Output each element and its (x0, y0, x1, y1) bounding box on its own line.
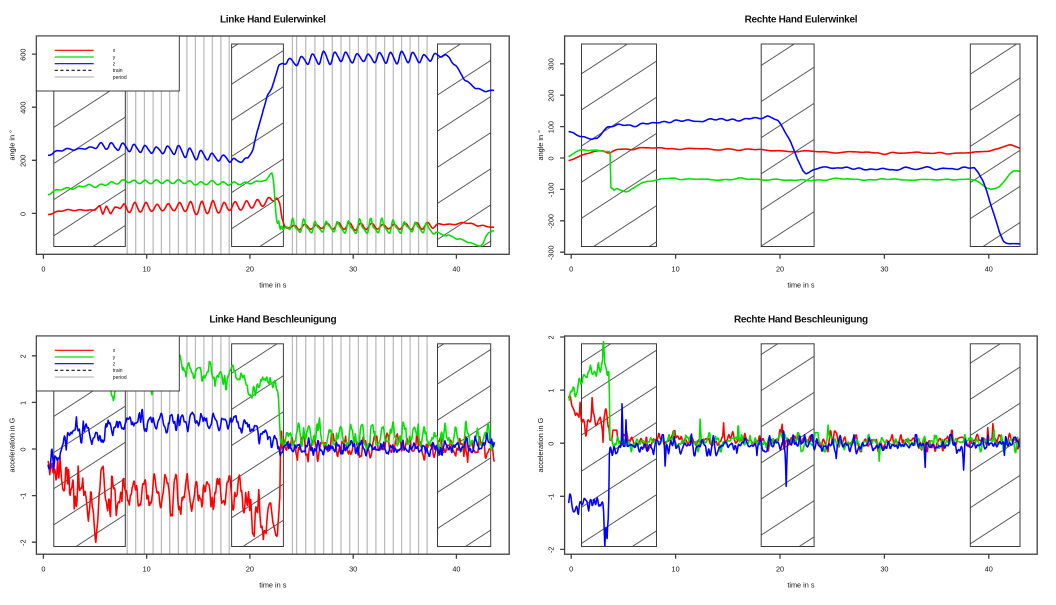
svg-text:1: 1 (18, 401, 27, 405)
svg-text:angle in °: angle in ° (8, 130, 17, 161)
svg-text:600: 600 (18, 49, 27, 61)
svg-text:200: 200 (18, 155, 27, 167)
svg-text:2: 2 (18, 354, 27, 358)
svg-text:20: 20 (246, 264, 254, 273)
svg-text:time in s: time in s (259, 281, 287, 290)
svg-text:y: y (113, 55, 116, 61)
svg-text:x: x (113, 348, 116, 354)
svg-text:0: 0 (569, 564, 573, 573)
svg-text:0: 0 (41, 564, 45, 573)
svg-text:z: z (113, 361, 116, 367)
svg-text:200: 200 (547, 90, 556, 102)
svg-text:20: 20 (776, 264, 784, 273)
svg-text:30: 30 (880, 264, 888, 273)
svg-text:0: 0 (569, 264, 573, 273)
svg-text:0: 0 (41, 264, 45, 273)
svg-text:40: 40 (452, 264, 460, 273)
svg-text:Rechte Hand Eulerwinkel: Rechte Hand Eulerwinkel (745, 14, 858, 25)
svg-text:0: 0 (547, 442, 556, 446)
svg-text:1: 1 (547, 389, 556, 393)
svg-text:0: 0 (18, 447, 27, 451)
svg-text:100: 100 (547, 121, 556, 133)
svg-text:40: 40 (985, 264, 993, 273)
svg-text:2: 2 (547, 335, 556, 339)
svg-text:y: y (113, 355, 116, 361)
svg-text:0: 0 (547, 156, 556, 160)
svg-text:30: 30 (349, 264, 357, 273)
svg-text:-2: -2 (547, 547, 556, 554)
svg-text:-1: -1 (18, 493, 27, 500)
svg-text:10: 10 (672, 264, 680, 273)
svg-text:period: period (113, 75, 127, 81)
svg-text:-1: -1 (547, 494, 556, 501)
svg-text:40: 40 (985, 564, 993, 573)
svg-text:30: 30 (349, 564, 357, 573)
svg-text:400: 400 (18, 102, 27, 114)
svg-text:0: 0 (18, 212, 27, 216)
svg-text:10: 10 (672, 564, 680, 573)
svg-text:z: z (113, 61, 116, 67)
svg-text:period: period (113, 375, 127, 381)
svg-text:angle in °: angle in ° (536, 130, 545, 161)
svg-text:time in s: time in s (787, 581, 815, 590)
svg-text:300: 300 (547, 58, 556, 70)
svg-text:Linke Hand Beschleunigung: Linke Hand Beschleunigung (209, 314, 336, 325)
svg-text:train: train (113, 68, 123, 74)
svg-text:train: train (113, 368, 123, 374)
svg-text:-100: -100 (547, 183, 556, 198)
svg-text:Linke Hand Eulerwinkel: Linke Hand Eulerwinkel (220, 14, 326, 25)
svg-text:-300: -300 (547, 245, 556, 260)
svg-text:-200: -200 (547, 214, 556, 229)
svg-text:acceleration in G: acceleration in G (8, 417, 17, 472)
svg-text:40: 40 (452, 564, 460, 573)
svg-text:20: 20 (776, 564, 784, 573)
svg-text:acceleration in G: acceleration in G (536, 417, 545, 472)
svg-text:x: x (113, 48, 116, 54)
svg-text:-2: -2 (18, 539, 27, 546)
svg-text:time in s: time in s (787, 281, 815, 290)
svg-text:20: 20 (246, 564, 254, 573)
svg-text:10: 10 (143, 264, 151, 273)
svg-text:Rechte Hand Beschleunigung: Rechte Hand Beschleunigung (734, 314, 868, 325)
svg-text:10: 10 (143, 564, 151, 573)
svg-text:time in s: time in s (259, 581, 287, 590)
svg-text:30: 30 (880, 564, 888, 573)
